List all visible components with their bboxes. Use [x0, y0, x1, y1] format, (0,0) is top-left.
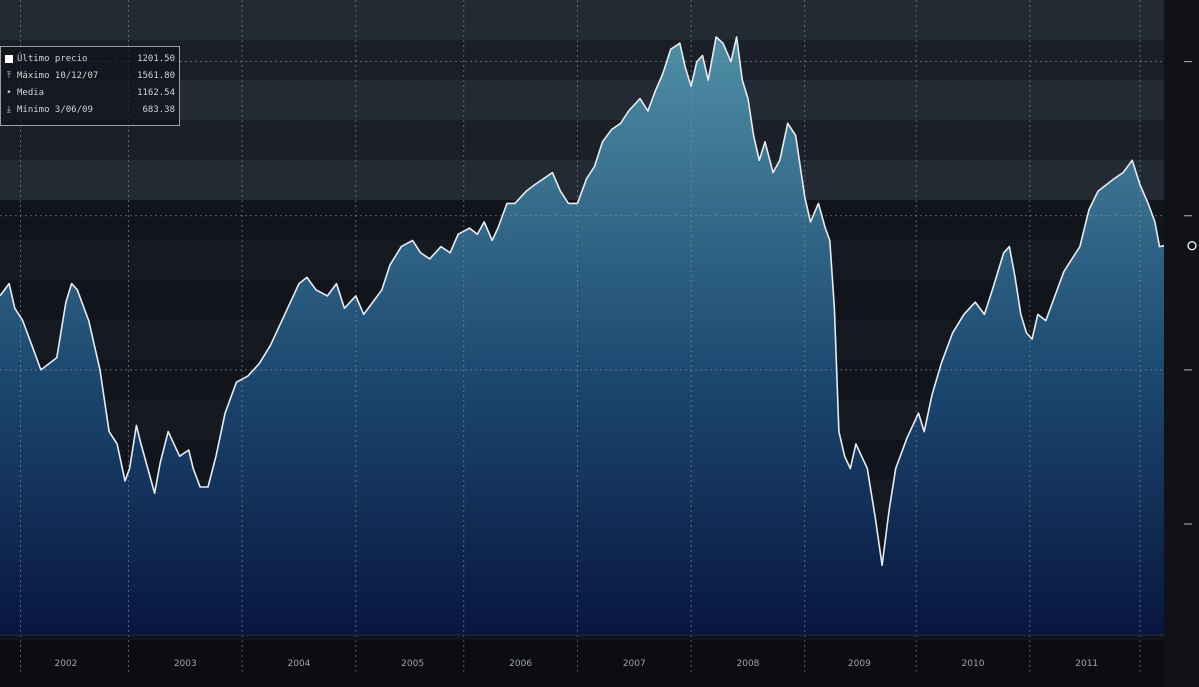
legend-row-last-price: Último precio 1201.50: [4, 52, 175, 66]
legend-label: Último precio: [17, 54, 88, 64]
x-tick-label: 2002: [54, 659, 77, 669]
legend-label: Mínimo 3/06/09: [17, 105, 93, 115]
last-price-marker: [1187, 240, 1197, 251]
legend-value: 683.38: [142, 105, 175, 115]
x-tick-label: 2006: [509, 659, 532, 669]
x-tick-label: 2008: [737, 659, 760, 669]
right-axis-panel: [1164, 0, 1199, 687]
legend-row-high: ⤒ Máximo 10/12/07 1561.80: [4, 69, 175, 83]
grid-lines: [0, 0, 1197, 672]
legend: Último precio 1201.50 ⤒ Máximo 10/12/07 …: [0, 46, 180, 126]
low-marker-icon: ⤓: [7, 105, 11, 115]
background-band: [0, 120, 1164, 160]
price-line: [0, 36, 1165, 567]
price-area: [0, 37, 1164, 635]
x-tick-label: 2003: [174, 659, 197, 669]
high-marker-icon: ⤒: [7, 71, 11, 81]
legend-label: Máximo 10/12/07: [17, 71, 99, 81]
legend-row-low: ⤓ Mínimo 3/06/09 683.38: [4, 103, 175, 117]
legend-row-mean: • Media 1162.54: [4, 86, 175, 100]
x-tick-label: 2011: [1075, 659, 1098, 669]
legend-value: 1201.50: [137, 54, 175, 64]
mean-marker-icon: •: [6, 88, 12, 98]
price-area-fill: [0, 37, 1164, 635]
legend-value: 1561.80: [137, 71, 175, 81]
x-tick-label: 2004: [288, 659, 311, 669]
x-axis: 2002 2003 2004 2005 2006 2007 2008 2009 2010 2011: [0, 634, 1164, 669]
background-band: [0, 0, 1164, 40]
legend-value: 1162.54: [137, 88, 175, 98]
square-marker-icon: [4, 52, 14, 68]
legend-label: Media: [17, 88, 45, 98]
price-series-line: [0, 36, 1165, 567]
x-tick-label: 2007: [623, 659, 646, 669]
x-tick-label: 2009: [848, 659, 871, 669]
background-band: [0, 80, 1164, 120]
x-tick-label: 2005: [401, 659, 424, 669]
x-tick-label: 2010: [962, 659, 985, 669]
background-band: [0, 40, 1164, 80]
